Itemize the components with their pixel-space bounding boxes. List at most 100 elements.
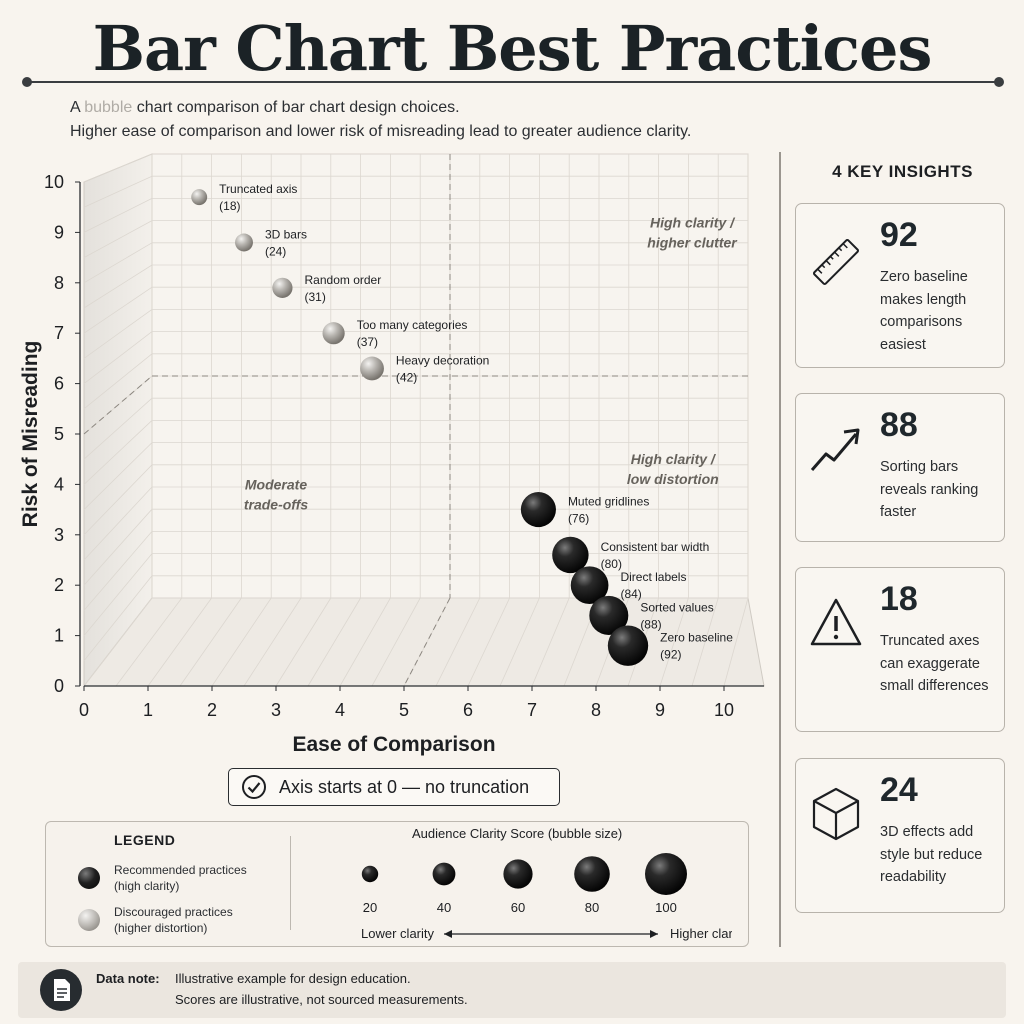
quadrant-label: Moderate [245, 476, 307, 492]
document-icon [40, 969, 82, 1011]
point-label: Muted gridlines [568, 495, 649, 509]
x-tick-label: 10 [714, 700, 734, 720]
subtitle: A bubble chart comparison of bar chart d… [70, 96, 691, 144]
x-tick-label: 4 [335, 700, 345, 720]
legend-label: (higher distortion) [114, 921, 208, 935]
legend-item-recommended: Recommended practices (high clarity) [78, 862, 247, 894]
axis-callout: Axis starts at 0 — no truncation [228, 768, 560, 806]
insight-card-3d: 24 3D effects add style but reduce reada… [795, 758, 1005, 913]
grid-line [83, 486, 153, 561]
bubble-point [589, 595, 629, 635]
bubble-point [607, 625, 649, 666]
bubble-point [322, 322, 345, 345]
size-legend-bubble [503, 859, 533, 889]
grid-line [659, 597, 689, 687]
grid-line [83, 331, 153, 384]
bubble-point [235, 233, 253, 252]
legend-title: LEGEND [114, 832, 176, 848]
grid-line [83, 531, 153, 611]
grid-line [307, 597, 361, 687]
bubble-chart: 0 1 2 3 4 5 6 7 8 9 10 0 1 2 3 4 5 6 7 8 9 10 Ease of Comparis… [19, 153, 765, 756]
y-axis-label: Risk of Misreading [19, 341, 42, 528]
insight-card-zero-baseline: 92 Zero baseline makes length comparison… [795, 203, 1005, 368]
legend-swatch-light [78, 909, 100, 931]
title-rule [22, 77, 1004, 87]
grid-line [83, 220, 153, 258]
y-tick-label: 7 [54, 323, 64, 343]
data-note-line-2: Scores are illustrative, not sourced mea… [175, 992, 468, 1007]
x-tick-label: 7 [527, 700, 537, 720]
y-tick-label: 10 [44, 172, 64, 192]
check-circle-icon [242, 775, 266, 799]
y-tick-label: 3 [54, 525, 64, 545]
size-legend-value: 100 [655, 900, 677, 915]
point-label: Zero baseline [660, 631, 733, 645]
size-legend-title: Audience Clarity Score (bubble size) [412, 826, 623, 841]
size-legend-low-label: Lower clarity [361, 926, 434, 941]
grid-line [531, 597, 570, 687]
grid-line [83, 153, 153, 183]
size-legend-value: 40 [437, 900, 451, 915]
point-value-label: (88) [640, 617, 661, 631]
bubble-point [272, 277, 293, 298]
point-label: Random order [305, 273, 382, 287]
reference-lines [83, 154, 748, 687]
point-value-label: (18) [219, 199, 240, 213]
subtitle-line-2: Higher ease of comparison and lower risk… [70, 123, 692, 140]
grid-line [179, 597, 242, 687]
bubble-point [360, 356, 384, 381]
x-tick-label: 5 [399, 700, 409, 720]
data-note: Data note: Illustrative example for desi… [18, 962, 1006, 1018]
chart-left-wall [83, 153, 153, 688]
insight-text: Truncated axes can exaggerate small diff… [880, 633, 989, 694]
insight-card-truncated: 18 Truncated axes can exaggerate small d… [795, 567, 1005, 732]
insight-text: Sorting bars reveals ranking faster [880, 459, 979, 520]
grid-line [83, 397, 153, 460]
quadrant-label: low distortion [627, 471, 719, 487]
size-legend-value: 60 [511, 900, 525, 915]
size-legend: 20 40 60 80 100 Lower clarity Higher clarity [361, 853, 732, 941]
legend-item-discouraged: Discouraged practices (higher distortion) [78, 904, 233, 936]
point-label: Truncated axis [219, 182, 297, 196]
y-tick-label: 8 [54, 273, 64, 293]
bubble-point [520, 492, 556, 528]
page-title: Bar Chart Best Practices [92, 12, 933, 85]
y-tick-label: 5 [54, 424, 64, 444]
grid-line [83, 553, 153, 636]
grid-line [339, 597, 391, 687]
quadrant-label: higher clutter [647, 234, 738, 250]
legend-label: (high clarity) [114, 879, 180, 893]
grid-line [83, 309, 153, 359]
insights-heading: 4 KEY INSIGHTS [832, 162, 973, 181]
x-tick-label: 8 [591, 700, 601, 720]
x-tick-label: 1 [143, 700, 153, 720]
grid-line [83, 575, 153, 662]
point-label: Too many categories [357, 318, 468, 332]
size-legend-arrow-right [650, 930, 658, 938]
grid-line [83, 464, 153, 536]
point-value-label: (31) [305, 290, 326, 304]
size-legend-arrow-left [444, 930, 452, 938]
grid-line [691, 597, 719, 687]
size-legend-high-label: Higher clarity [670, 926, 732, 941]
size-legend-value: 80 [585, 900, 599, 915]
grid-line [83, 264, 153, 309]
point-label: Heavy decoration [396, 353, 489, 367]
y-tick-label: 0 [54, 676, 64, 696]
quadrant-label: High clarity / [650, 214, 736, 230]
grid-line [499, 597, 540, 687]
reference-line-x [403, 597, 451, 687]
point-value-label: (80) [601, 557, 622, 571]
legend-label: Discouraged practices [114, 905, 233, 919]
insight-text: 3D effects add style but reduce readabil… [880, 824, 983, 885]
y-tick-label: 4 [54, 474, 64, 494]
legend-label: Recommended practices [114, 863, 247, 877]
grid-line [83, 175, 153, 208]
insight-value: 88 [880, 406, 918, 444]
insight-card-sorting: 88 Sorting bars reveals ranking faster [795, 393, 1005, 542]
point-value-label: (76) [568, 512, 589, 526]
point-value-label: (84) [620, 587, 641, 601]
grid-line [83, 597, 153, 687]
x-tick-label: 2 [207, 700, 217, 720]
grid-line [83, 353, 153, 410]
